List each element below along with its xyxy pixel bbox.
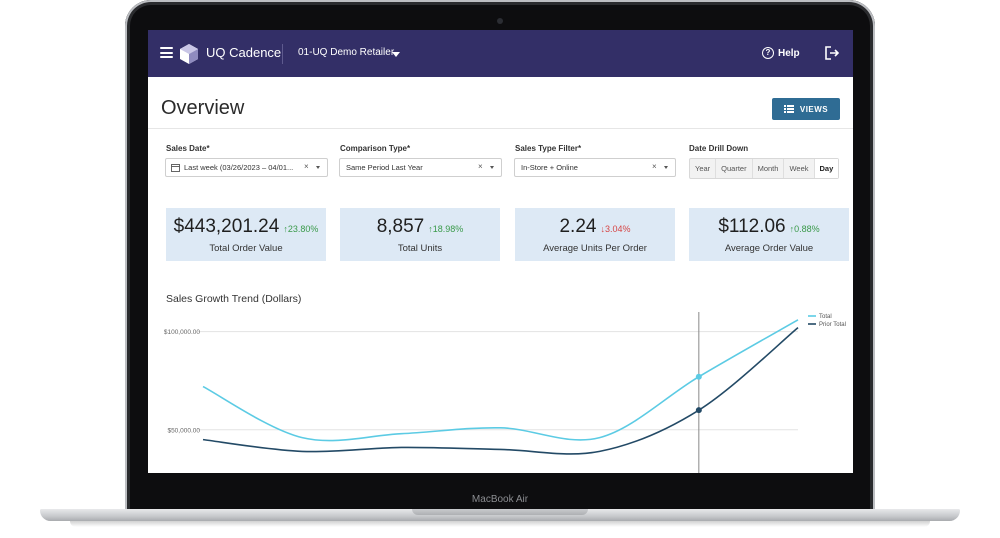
kpi-value: 8,857 xyxy=(376,216,425,237)
laptop-base xyxy=(40,509,960,521)
date-drill-toggle: Year Quarter Month Week Day xyxy=(689,158,840,179)
top-bar: UQ Cadence 01-UQ Demo Retailer ? Help xyxy=(148,30,853,77)
kpi-change: ↑0.88% xyxy=(790,224,820,234)
legend-label: Total xyxy=(819,314,832,320)
clear-icon[interactable]: × xyxy=(304,162,309,171)
y-tick-label: $50,000.00 xyxy=(167,427,200,434)
help-button[interactable]: ? Help xyxy=(762,47,800,59)
cube-logo-icon[interactable] xyxy=(179,43,199,65)
legend-label: Prior Total xyxy=(819,322,846,328)
chevron-down-icon[interactable] xyxy=(664,166,668,169)
comparison-type-value: Same Period Last Year xyxy=(346,163,423,172)
sales-type-filter-label: Sales Type Filter* xyxy=(515,144,582,153)
chevron-down-icon[interactable] xyxy=(392,52,400,57)
kpi-value: $112.06 xyxy=(718,216,786,237)
page-title: Overview xyxy=(161,97,245,119)
kpi-label: Average Units Per Order xyxy=(543,243,647,254)
drill-option-year[interactable]: Year xyxy=(690,159,717,178)
arrow-up-icon: ↑ xyxy=(789,224,795,234)
arrow-up-icon: ↑ xyxy=(283,224,288,234)
chart-title: Sales Growth Trend (Dollars) xyxy=(166,293,302,305)
sales-type-filter-value: In-Store + Online xyxy=(521,163,578,172)
comparison-type-label: Comparison Type* xyxy=(340,144,411,153)
comparison-type-select[interactable]: Same Period Last Year × xyxy=(339,158,502,177)
hover-point xyxy=(695,407,702,414)
sales-type-filter-select[interactable]: In-Store + Online × xyxy=(514,158,676,177)
device-brand-label: MacBook Air xyxy=(471,494,529,505)
sales-date-select[interactable]: Last week (03/26/2023 – 04/01... × xyxy=(165,158,328,177)
kpi-change-value: 23.80% xyxy=(287,224,319,234)
app-name[interactable]: UQ Cadence xyxy=(206,45,282,60)
kpi-label: Average Order Value xyxy=(724,243,814,254)
series-line-total xyxy=(202,319,799,442)
laptop-shadow xyxy=(70,521,930,527)
chevron-down-icon[interactable] xyxy=(490,166,494,169)
date-drill-label: Date Drill Down xyxy=(689,144,749,153)
question-circle-icon: ? xyxy=(762,47,774,59)
list-icon xyxy=(783,105,794,113)
kpi-change: ↓3.04% xyxy=(600,224,630,234)
logout-icon[interactable] xyxy=(824,45,840,61)
sales-date-label: Sales Date* xyxy=(166,144,210,153)
views-label: VIEWS xyxy=(799,104,829,114)
kpi-card-average-order-value: $112.06 ↑0.88% Average Order Value xyxy=(689,208,849,261)
calendar-icon xyxy=(171,164,180,172)
kpi-label: Total Units xyxy=(397,243,443,254)
camera-icon xyxy=(497,18,503,24)
chevron-down-icon[interactable] xyxy=(316,166,320,169)
screen: UQ Cadence 01-UQ Demo Retailer ? Help Ov… xyxy=(148,30,853,473)
laptop-notch xyxy=(412,509,588,515)
topbar-divider xyxy=(282,44,283,64)
drill-option-week[interactable]: Week xyxy=(784,159,815,178)
kpi-change: ↑23.80% xyxy=(283,224,318,234)
kpi-change-value: 3.04% xyxy=(604,224,631,234)
hover-point xyxy=(695,373,702,380)
sales-date-value: Last week (03/26/2023 – 04/01... xyxy=(184,163,294,172)
arrow-up-icon: ↑ xyxy=(428,224,433,234)
drill-option-day[interactable]: Day xyxy=(814,159,839,178)
views-button[interactable]: VIEWS xyxy=(772,98,840,120)
kpi-change: ↑18.98% xyxy=(428,224,463,234)
clear-icon[interactable]: × xyxy=(478,162,483,171)
kpi-value: 2.24 xyxy=(559,216,597,237)
kpi-card-average-units-per-order: 2.24 ↓3.04% Average Units Per Order xyxy=(515,208,675,261)
kpi-card-total-order-value: $443,201.24 ↑23.80% Total Order Value xyxy=(166,208,326,261)
hamburger-icon[interactable] xyxy=(160,47,173,58)
retailer-selector[interactable]: 01-UQ Demo Retailer xyxy=(298,47,395,58)
kpi-value: $443,201.24 xyxy=(173,216,280,237)
kpi-change-value: 18.98% xyxy=(432,224,464,234)
arrow-down-icon: ↓ xyxy=(600,224,605,234)
help-label: Help xyxy=(778,47,800,59)
drill-option-quarter[interactable]: Quarter xyxy=(716,159,753,178)
drill-option-month[interactable]: Month xyxy=(753,159,785,178)
kpi-change-value: 0.88% xyxy=(794,224,820,234)
clear-icon[interactable]: × xyxy=(652,162,657,171)
header-divider xyxy=(148,128,853,129)
kpi-label: Total Order Value xyxy=(209,243,283,254)
sales-growth-chart[interactable]: $100,000.00 $50,000.00 Total Prior Total xyxy=(148,300,853,473)
y-tick-label: $100,000.00 xyxy=(164,329,201,336)
kpi-card-total-units: 8,857 ↑18.98% Total Units xyxy=(340,208,500,261)
